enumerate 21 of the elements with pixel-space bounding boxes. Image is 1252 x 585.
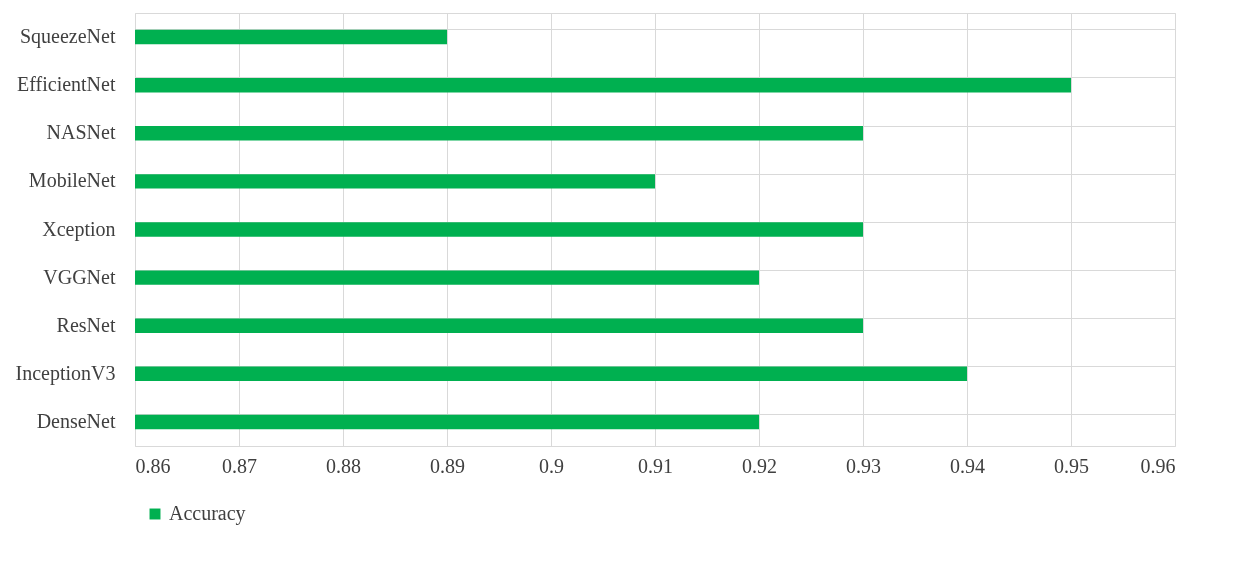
x-tick-label: 0.88 [326, 454, 361, 477]
y-tick-label: VGGNet [43, 265, 116, 288]
x-tick-label: 0.91 [638, 454, 673, 477]
y-tick-label: SqueezeNet [19, 25, 116, 49]
x-tick-label: 0.89 [430, 454, 465, 477]
y-tick-label: EfficientNet [17, 73, 116, 96]
y-tick-label: MobileNet [28, 169, 116, 192]
y-tick-label: Xception [42, 217, 116, 241]
x-tick-label: 0.95 [1054, 454, 1089, 477]
y-tick-label: NASNet [46, 121, 116, 144]
x-tick-label: 0.86 [135, 454, 171, 477]
x-tick-label: 0.92 [742, 454, 777, 477]
x-tick-label: 0.94 [950, 454, 985, 477]
legend-label: Accuracy [169, 502, 246, 525]
y-tick-label: ResNet [56, 313, 116, 336]
y-tick-label: InceptionV3 [15, 361, 116, 385]
x-tick-label: 0.87 [222, 454, 257, 477]
x-tick-label: 0.96 [1140, 454, 1176, 477]
x-tick-label: 0.93 [846, 454, 881, 477]
y-tick-label: DenseNet [36, 409, 116, 432]
x-tick-label: 0.9 [539, 454, 564, 477]
